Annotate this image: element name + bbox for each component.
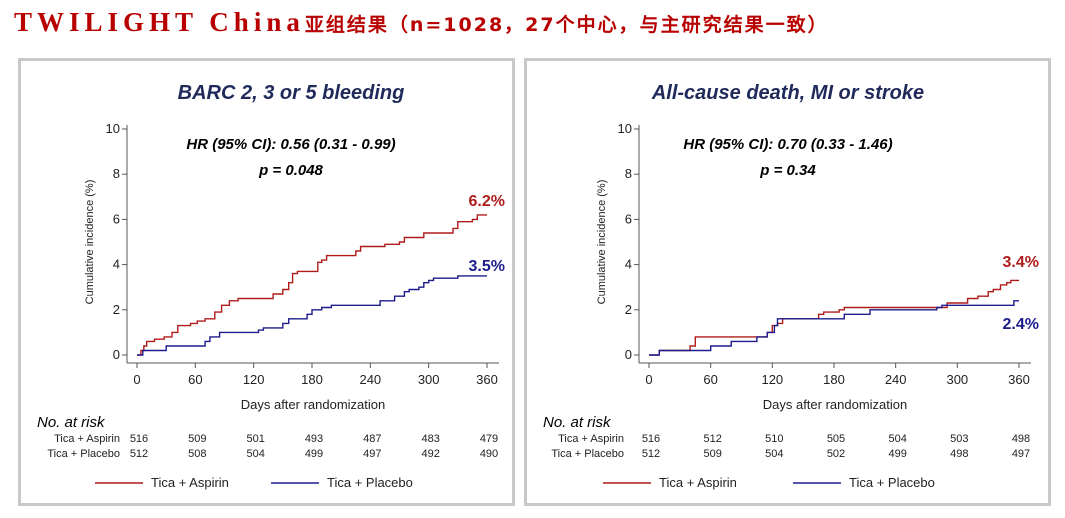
risk-count: 493 [305,433,323,445]
risk-count: 509 [703,448,721,460]
y-tick-label: 8 [113,166,120,181]
risk-count: 502 [827,448,845,460]
end-value-label: 3.4% [1003,254,1039,271]
x-tick-label: 180 [301,372,323,387]
risk-count: 503 [950,433,968,445]
y-tick-label: 2 [625,302,632,317]
chart-panel-bleeding: BARC 2, 3 or 5 bleeding HR (95% CI): 0.56… [18,58,515,506]
km-curve-placebo [649,300,1019,356]
risk-table-title: No. at risk [543,414,612,431]
risk-count: 479 [480,433,498,445]
y-tick-label: 0 [113,347,120,362]
p-value-text: p = 0.34 [759,162,816,179]
x-tick-label: 360 [476,372,498,387]
km-curve-aspirin [137,214,487,356]
km-curve-placebo [137,275,487,356]
risk-count: 498 [1012,433,1030,445]
y-tick-label: 8 [625,166,632,181]
y-tick-label: 4 [625,257,632,272]
km-curve-aspirin [649,279,1019,356]
x-tick-label: 240 [359,372,381,387]
y-tick-label: 4 [113,257,120,272]
x-tick-label: 60 [703,372,717,387]
risk-count: 508 [188,448,206,460]
slide-title-cjk: 亚组结果（n=1028，27个中心，与主研究结果一致） [304,14,829,36]
x-tick-label: 360 [1008,372,1030,387]
y-tick-label: 6 [113,211,120,226]
risk-row-label: Tica + Placebo [551,448,624,460]
y-tick-label: 0 [625,347,632,362]
x-tick-label: 300 [946,372,968,387]
risk-count: 492 [421,448,439,460]
risk-count: 487 [363,433,381,445]
risk-count: 505 [827,433,845,445]
x-tick-label: 0 [645,372,652,387]
risk-count: 497 [363,448,381,460]
legend-label: Tica + Placebo [327,475,413,490]
legend-label: Tica + Aspirin [659,475,737,490]
y-tick-label: 10 [618,121,632,136]
y-tick-label: 2 [113,302,120,317]
y-tick-label: 6 [625,211,632,226]
x-tick-label: 0 [133,372,140,387]
risk-count: 483 [421,433,439,445]
y-tick-label: 10 [106,121,120,136]
y-axis-label: Cumulative incidence (%) [596,180,608,305]
x-tick-label: 120 [243,372,265,387]
risk-count: 497 [1012,448,1030,460]
hazard-ratio-text: HR (95% CI): 0.56 (0.31 - 0.99) [186,136,395,153]
risk-row-label: Tica + Aspirin [54,433,120,445]
x-tick-label: 300 [418,372,440,387]
risk-count: 516 [130,433,148,445]
x-tick-label: 240 [885,372,907,387]
slide-title-latin: TWILIGHT China [14,7,305,37]
risk-count: 490 [480,448,498,460]
risk-count: 516 [642,433,660,445]
risk-count: 499 [888,448,906,460]
risk-count: 504 [246,448,264,460]
risk-row-label: Tica + Placebo [47,448,120,460]
p-value-text: p = 0.048 [258,162,323,179]
x-axis-label: Days after randomization [241,397,386,412]
end-value-label: 3.5% [469,258,505,275]
death-mi-stroke-km-chart: All-cause death, MI or stroke HR (95% CI)… [543,82,1039,490]
risk-count: 512 [703,433,721,445]
chart-title: BARC 2, 3 or 5 bleeding [178,82,405,104]
risk-row-label: Tica + Aspirin [558,433,624,445]
x-tick-label: 60 [188,372,202,387]
end-value-label: 6.2% [469,193,505,210]
legend-label: Tica + Aspirin [151,475,229,490]
x-tick-label: 180 [823,372,845,387]
risk-count: 510 [765,433,783,445]
chart-panel-death-mi-stroke: All-cause death, MI or stroke HR (95% CI)… [524,58,1051,506]
risk-count: 509 [188,433,206,445]
risk-count: 501 [246,433,264,445]
risk-table-title: No. at risk [37,414,106,431]
slide-title: TWILIGHT China亚组结果（n=1028，27个中心，与主研究结果一致… [14,2,829,38]
bleeding-km-chart: BARC 2, 3 or 5 bleeding HR (95% CI): 0.56… [37,82,505,490]
legend-label: Tica + Placebo [849,475,935,490]
end-value-label: 2.4% [1003,316,1039,333]
risk-count: 499 [305,448,323,460]
y-axis-label: Cumulative incidence (%) [84,180,96,305]
risk-count: 512 [642,448,660,460]
risk-count: 504 [888,433,906,445]
risk-count: 498 [950,448,968,460]
risk-count: 512 [130,448,148,460]
hazard-ratio-text: HR (95% CI): 0.70 (0.33 - 1.46) [683,136,892,153]
risk-count: 504 [765,448,783,460]
x-tick-label: 120 [761,372,783,387]
x-axis-label: Days after randomization [763,397,908,412]
chart-title: All-cause death, MI or stroke [651,82,924,104]
